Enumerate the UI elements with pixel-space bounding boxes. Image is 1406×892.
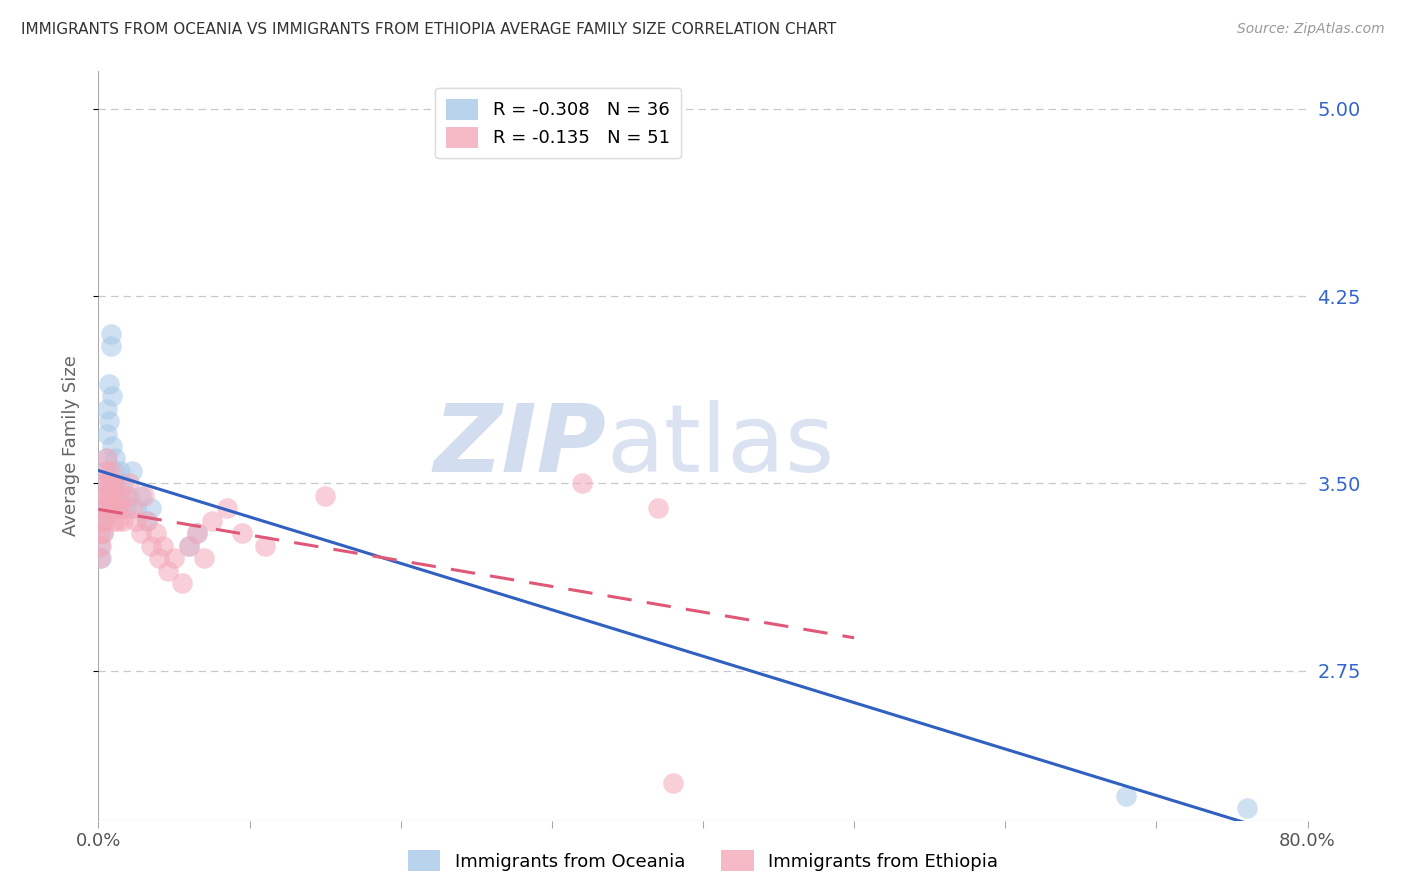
Point	[1236, 801, 1258, 815]
Point	[101, 439, 124, 453]
Text: ZIP: ZIP	[433, 400, 606, 492]
Point	[108, 464, 131, 478]
Point	[125, 501, 148, 516]
Point	[94, 476, 117, 491]
Point	[179, 539, 201, 553]
Point	[132, 489, 155, 503]
Point	[661, 776, 683, 790]
Point	[98, 501, 121, 516]
Point	[231, 526, 253, 541]
Point	[103, 476, 125, 491]
Point	[156, 564, 179, 578]
Point	[103, 489, 125, 503]
Point	[100, 489, 122, 503]
Point	[121, 501, 143, 516]
Point	[141, 501, 163, 516]
Point	[118, 489, 141, 503]
Point	[141, 539, 163, 553]
Point	[129, 526, 152, 541]
Point	[186, 526, 208, 541]
Point	[98, 376, 121, 391]
Point	[96, 426, 118, 441]
Point	[98, 476, 121, 491]
Point	[94, 464, 117, 478]
Point	[314, 489, 336, 503]
Point	[107, 514, 129, 528]
Point	[93, 514, 115, 528]
Point	[135, 514, 157, 528]
Point	[193, 551, 215, 566]
Y-axis label: Average Family Size: Average Family Size	[62, 356, 80, 536]
Point	[90, 501, 112, 516]
Point	[98, 414, 121, 428]
Point	[89, 551, 111, 566]
Point	[170, 576, 193, 591]
Point	[105, 501, 128, 516]
Point	[94, 451, 117, 466]
Point	[100, 464, 122, 478]
Point	[101, 389, 124, 403]
Point	[253, 539, 276, 553]
Point	[104, 451, 127, 466]
Point	[135, 514, 157, 528]
Point	[129, 489, 152, 503]
Point	[91, 526, 114, 541]
Point	[571, 476, 593, 491]
Point	[111, 476, 134, 491]
Text: IMMIGRANTS FROM OCEANIA VS IMMIGRANTS FROM ETHIOPIA AVERAGE FAMILY SIZE CORRELAT: IMMIGRANTS FROM OCEANIA VS IMMIGRANTS FR…	[21, 22, 837, 37]
Point	[125, 514, 148, 528]
Point	[94, 464, 117, 478]
Point	[110, 501, 132, 516]
Point	[107, 489, 129, 503]
Point	[89, 526, 111, 541]
Point	[104, 476, 127, 491]
Point	[148, 551, 170, 566]
Point	[647, 501, 669, 516]
Point	[90, 514, 112, 528]
Point	[93, 489, 115, 503]
Point	[186, 526, 208, 541]
Point	[121, 464, 143, 478]
Point	[93, 514, 115, 528]
Text: Source: ZipAtlas.com: Source: ZipAtlas.com	[1237, 22, 1385, 37]
Point	[90, 551, 112, 566]
Text: atlas: atlas	[606, 400, 835, 492]
Point	[152, 539, 174, 553]
Point	[89, 539, 111, 553]
Point	[1115, 789, 1137, 803]
Legend: Immigrants from Oceania, Immigrants from Ethiopia: Immigrants from Oceania, Immigrants from…	[401, 843, 1005, 879]
Point	[93, 489, 115, 503]
Point	[108, 489, 131, 503]
Point	[201, 514, 224, 528]
Point	[179, 539, 201, 553]
Point	[101, 501, 124, 516]
Point	[105, 501, 128, 516]
Legend: R = -0.308   N = 36, R = -0.135   N = 51: R = -0.308 N = 36, R = -0.135 N = 51	[434, 88, 681, 159]
Point	[103, 464, 125, 478]
Point	[118, 476, 141, 491]
Point	[163, 551, 186, 566]
Point	[103, 514, 125, 528]
Point	[96, 489, 118, 503]
Point	[96, 401, 118, 416]
Point	[89, 514, 111, 528]
Point	[91, 501, 114, 516]
Point	[215, 501, 238, 516]
Point	[100, 326, 122, 341]
Point	[101, 476, 124, 491]
Point	[114, 501, 136, 516]
Point	[90, 539, 112, 553]
Point	[91, 476, 114, 491]
Point	[91, 526, 114, 541]
Point	[145, 526, 167, 541]
Point	[114, 489, 136, 503]
Point	[100, 339, 122, 353]
Point	[111, 514, 134, 528]
Point	[96, 451, 118, 466]
